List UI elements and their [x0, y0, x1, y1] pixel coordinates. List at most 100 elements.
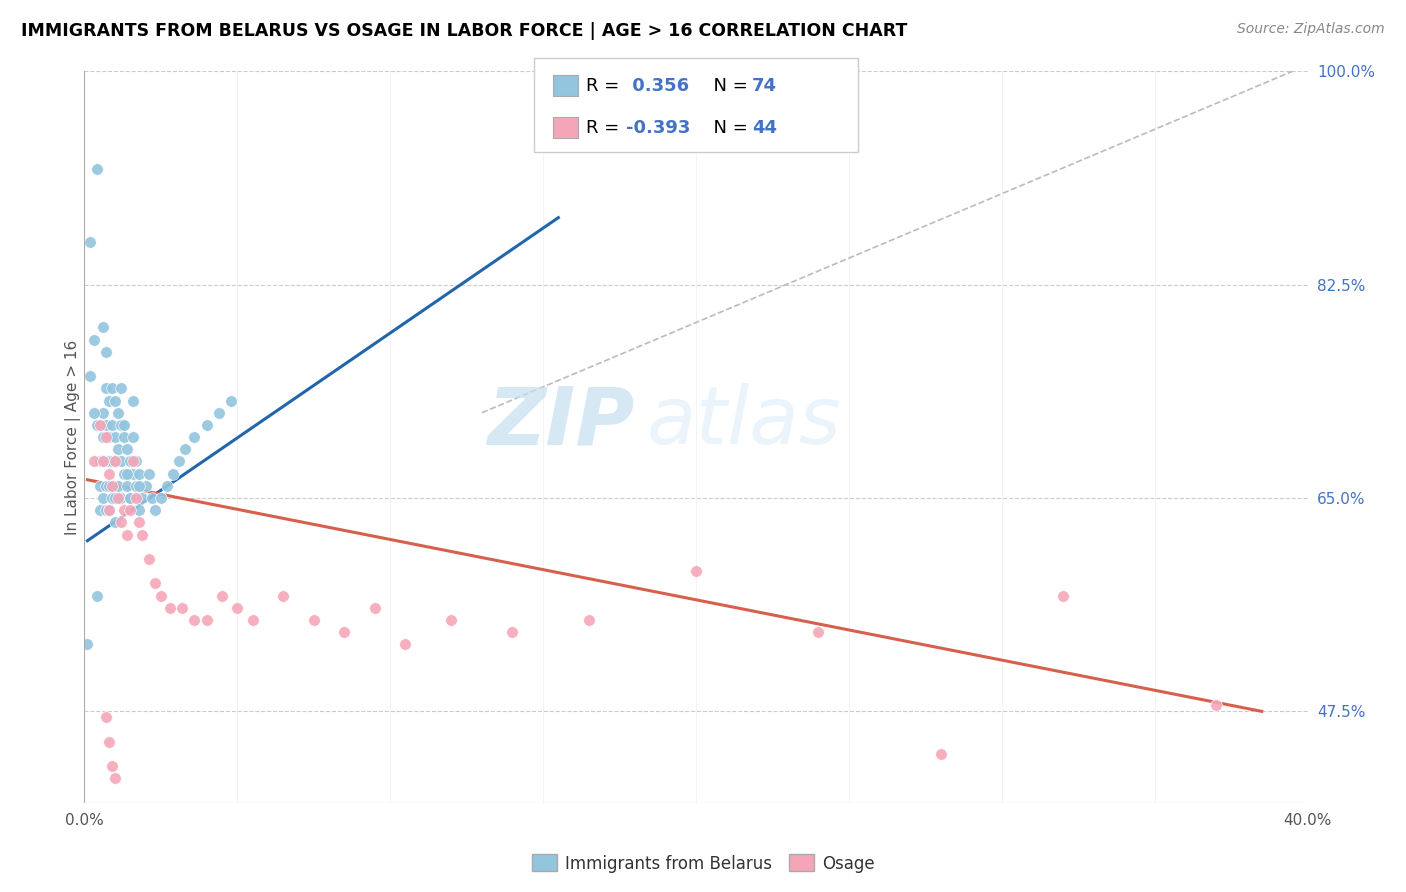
- Point: [167, 454, 190, 468]
- Point: [183, 430, 205, 444]
- Point: [94, 430, 117, 444]
- Point: [104, 772, 127, 786]
- Point: [115, 442, 138, 457]
- Point: [112, 417, 135, 432]
- Point: [138, 467, 160, 481]
- Text: R =: R =: [586, 77, 626, 95]
- Point: [79, 369, 101, 384]
- Point: [110, 381, 132, 395]
- Point: [122, 467, 145, 481]
- Point: [97, 735, 120, 749]
- Point: [183, 613, 205, 627]
- Point: [208, 406, 231, 420]
- Point: [83, 454, 105, 468]
- Point: [97, 479, 120, 493]
- Point: [302, 613, 325, 627]
- Point: [195, 417, 218, 432]
- Text: 0.356: 0.356: [626, 77, 689, 95]
- Point: [107, 406, 129, 420]
- Y-axis label: In Labor Force | Age > 16: In Labor Force | Age > 16: [65, 340, 82, 534]
- Point: [94, 454, 117, 468]
- Point: [91, 406, 114, 420]
- Point: [122, 393, 145, 408]
- Point: [101, 759, 124, 773]
- Point: [120, 491, 142, 505]
- Point: [107, 479, 129, 493]
- Point: [94, 710, 117, 724]
- Point: [94, 417, 117, 432]
- Point: [79, 235, 101, 249]
- Point: [104, 491, 127, 505]
- Point: [104, 454, 127, 468]
- Point: [104, 454, 127, 468]
- Point: [578, 613, 600, 627]
- Point: [112, 430, 135, 444]
- Point: [211, 589, 233, 603]
- Point: [110, 454, 132, 468]
- Point: [104, 393, 127, 408]
- Text: -0.393: -0.393: [626, 119, 690, 136]
- Point: [97, 467, 120, 481]
- Point: [91, 320, 114, 334]
- Text: N =: N =: [702, 77, 754, 95]
- Point: [94, 503, 117, 517]
- Text: R =: R =: [586, 119, 626, 136]
- Point: [364, 600, 387, 615]
- Point: [125, 491, 148, 505]
- Point: [97, 503, 120, 517]
- Point: [89, 479, 111, 493]
- Point: [128, 479, 150, 493]
- Point: [115, 467, 138, 481]
- Point: [89, 417, 111, 432]
- Text: IMMIGRANTS FROM BELARUS VS OSAGE IN LABOR FORCE | AGE > 16 CORRELATION CHART: IMMIGRANTS FROM BELARUS VS OSAGE IN LABO…: [21, 22, 907, 40]
- Point: [174, 442, 197, 457]
- Point: [394, 637, 416, 651]
- Point: [86, 161, 108, 176]
- Text: Source: ZipAtlas.com: Source: ZipAtlas.com: [1237, 22, 1385, 37]
- Point: [120, 454, 142, 468]
- Point: [115, 479, 138, 493]
- Point: [104, 430, 127, 444]
- Point: [110, 491, 132, 505]
- Point: [162, 467, 184, 481]
- Point: [101, 454, 124, 468]
- Point: [131, 527, 153, 541]
- Point: [156, 479, 179, 493]
- Point: [107, 491, 129, 505]
- Point: [271, 589, 294, 603]
- Point: [91, 454, 114, 468]
- Point: [440, 613, 463, 627]
- Point: [1205, 698, 1227, 713]
- Point: [242, 613, 264, 627]
- Point: [143, 576, 166, 591]
- Point: [86, 589, 108, 603]
- Point: [685, 564, 707, 578]
- Point: [97, 430, 120, 444]
- Point: [502, 625, 524, 640]
- Point: [195, 613, 218, 627]
- Point: [76, 637, 98, 651]
- Point: [149, 589, 172, 603]
- Point: [128, 516, 150, 530]
- Point: [86, 417, 108, 432]
- Text: N =: N =: [702, 119, 754, 136]
- Point: [1052, 589, 1074, 603]
- Point: [125, 479, 148, 493]
- Point: [101, 417, 124, 432]
- Point: [122, 430, 145, 444]
- Point: [131, 491, 153, 505]
- Point: [120, 491, 142, 505]
- Point: [120, 503, 142, 517]
- Point: [83, 406, 105, 420]
- Point: [110, 417, 132, 432]
- Point: [89, 454, 111, 468]
- Point: [112, 503, 135, 517]
- Text: ZIP: ZIP: [488, 384, 636, 461]
- Point: [97, 393, 120, 408]
- Text: atlas: atlas: [647, 384, 842, 461]
- Point: [91, 454, 114, 468]
- Point: [138, 552, 160, 566]
- Point: [122, 454, 145, 468]
- Point: [91, 430, 114, 444]
- Point: [159, 600, 181, 615]
